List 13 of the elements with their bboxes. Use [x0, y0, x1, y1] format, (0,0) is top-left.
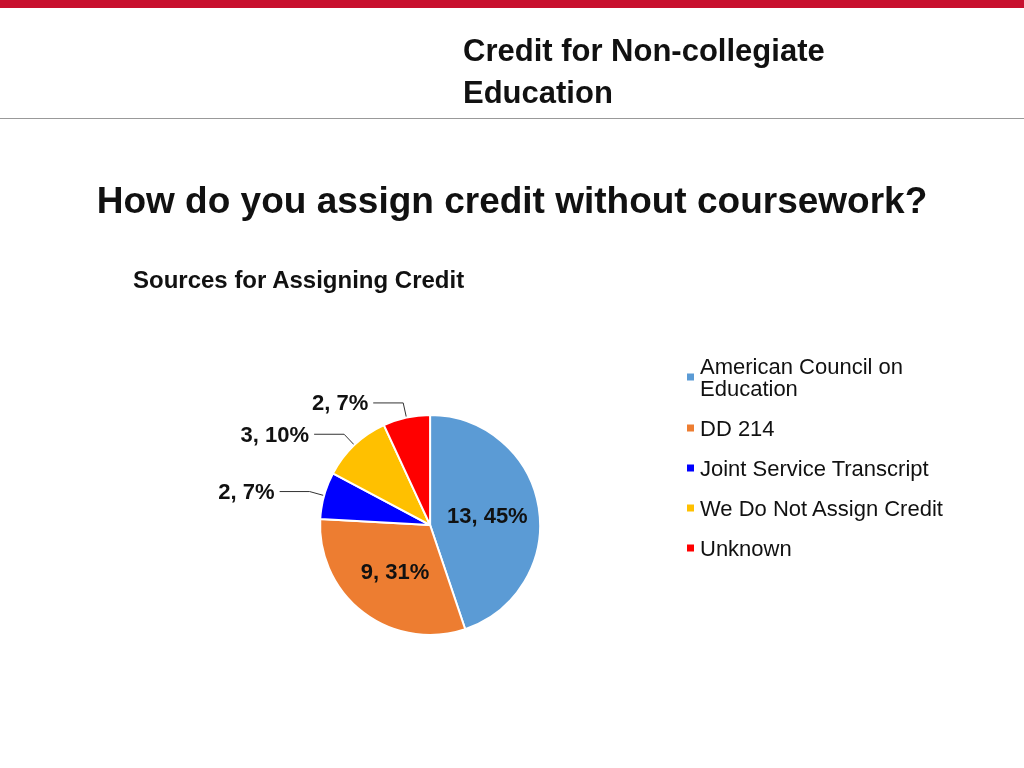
data-label: 9, 31%: [360, 558, 430, 584]
chart-title: How do you assign credit without coursework?: [95, 180, 929, 222]
chart-subtitle: Sources for Assigning Credit: [133, 265, 465, 293]
data-label: 13, 45%: [446, 503, 528, 529]
legend-label: American Council on Education: [700, 353, 910, 401]
legend-label: Unknown: [700, 535, 792, 561]
data-label: 2, 7%: [218, 479, 275, 505]
legend-label: Joint Service Transcript: [700, 455, 929, 481]
text: Credit for Non-collegiate Education: [463, 32, 826, 112]
legend-label: We Do Not Assign Credit: [700, 495, 943, 521]
legend-label: DD 214: [700, 415, 775, 441]
data-label: 3, 10%: [240, 421, 310, 447]
data-label: 2, 7%: [311, 390, 369, 416]
